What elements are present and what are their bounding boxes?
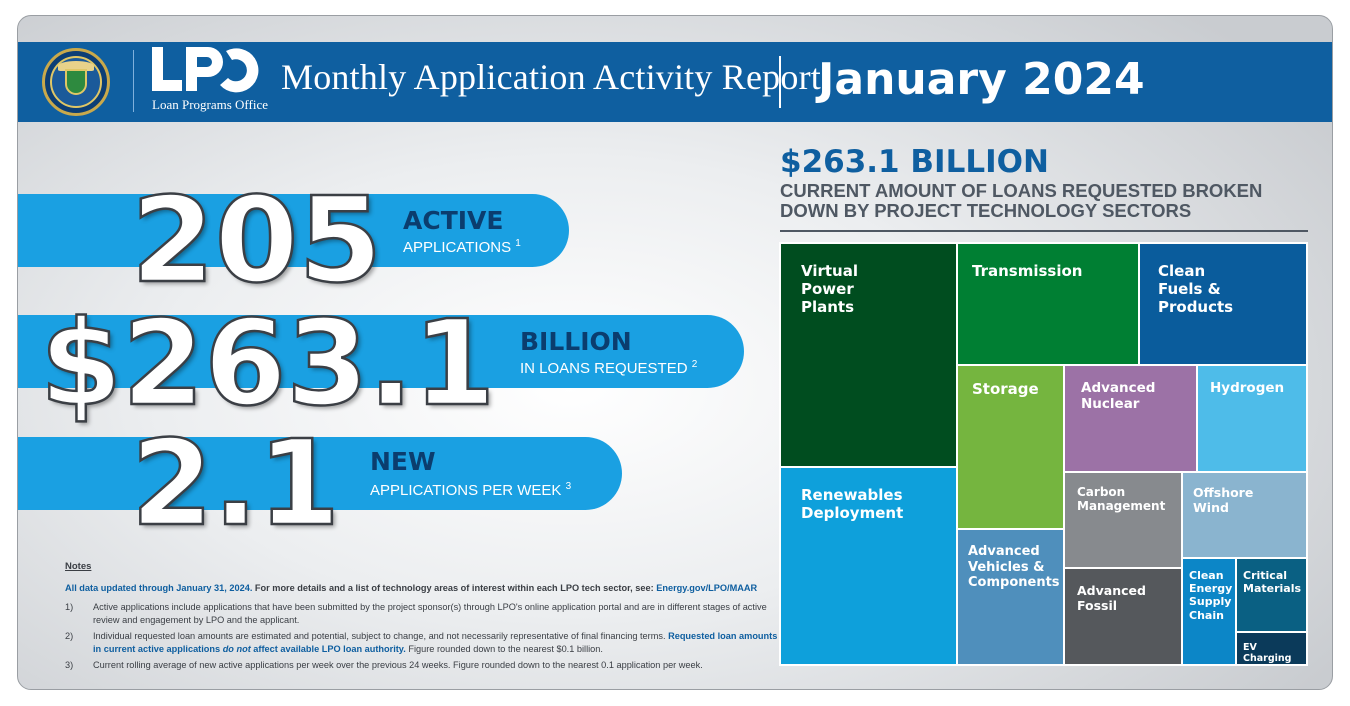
stat-number-active: 205 [130,170,384,311]
treemap-label-advanced-vehicles-and-components: Advanced Vehicles & Components [968,544,1060,591]
treemap-tile-renewables-deployment [781,468,956,664]
treemap-tile-storage [958,366,1063,528]
treemap-tile-carbon-management [1065,473,1181,567]
treemap-label-renewables-deployment: Renewables Deployment [801,486,904,522]
stat-sub-new: APPLICATIONS PER WEEK 3 [370,481,572,499]
stat-headline-new: NEW [370,447,436,476]
lpo-logo [152,47,259,93]
treemap-tile-offshore-wind [1183,473,1306,557]
stat-sub-billion: IN LOANS REQUESTED 2 [520,359,698,377]
treemap-tile-hydrogen [1198,366,1306,471]
treemap-chart: Virtual Power Plants Renewables Deploymen… [779,242,1308,666]
treemap-tile-ev-charging [1237,633,1306,664]
report-date: January 2024 [818,54,1145,105]
note-item: 3) Current rolling average of new active… [65,659,703,670]
stat-number-new: 2.1 [130,413,342,554]
treemap-label-transmission: Transmission [972,262,1083,280]
treemap-label-clean-energy-supply-chain: Clean Energy Supply Chain [1189,569,1233,622]
treemap-title: $263.1 BILLION [780,144,1049,180]
treemap-tile-critical-materials [1237,559,1306,631]
note-item: 1) Active applications include applicati… [65,602,767,625]
treemap-label-critical-materials: Critical Materials [1243,569,1302,596]
treemap-rule [780,230,1308,232]
footnote-marker: 3 [565,481,572,492]
treemap-tile-clean-energy-supply-chain [1183,559,1235,664]
notes-intro: All data updated through January 31, 202… [65,582,758,593]
treemap-tile-advanced-nuclear [1065,366,1196,471]
notes-heading: Notes [65,561,92,572]
stat-pill-new [18,437,622,510]
treemap-tile-clean-fuels-and-products [1140,244,1306,364]
treemap-tile-advanced-vehicles-and-components [958,530,1063,664]
treemap-tile-advanced-fossil [1065,569,1181,664]
stat-headline-billion: BILLION [520,327,632,356]
footnote-marker: 1 [515,238,521,249]
maar-link[interactable]: Energy.gov/LPO/MAAR [656,582,758,593]
treemap-label-clean-fuels-and-products: Clean Fuels & Products [1158,262,1234,316]
report-title: Monthly Application Activity Report [281,57,821,97]
treemap-subtitle: CURRENT AMOUNT OF LOANS REQUESTED BROKEN… [780,180,1263,222]
treemap-label-ev-charging: EV Charging [1243,642,1292,665]
stat-sub-active: APPLICATIONS 1 [403,238,521,256]
stat-pill-billion [18,315,744,388]
treemap-label-advanced-fossil: Advanced Fossil [1077,583,1146,613]
treemap-tile-virtual-power-plants [781,244,956,466]
banner-divider [133,50,134,112]
lpo-subtitle: Loan Programs Office [152,97,269,112]
treemap-label-offshore-wind: Offshore Wind [1193,485,1254,515]
stat-number-billion: $263.1 [39,293,497,434]
treemap-tile-transmission [958,244,1138,364]
treemap-svg [781,244,1306,664]
treemap-label-carbon-management: Carbon Management [1077,485,1166,514]
doe-seal-icon [42,48,110,116]
note-item: 2) Individual requested loan amounts are… [65,631,778,654]
treemap-label-advanced-nuclear: Advanced Nuclear [1081,380,1156,413]
header-banner: Loan Programs Office Monthly Application… [18,42,1332,122]
report-card: Loan Programs Office Monthly Application… [17,15,1333,690]
footnote-marker: 2 [691,359,698,370]
stat-pill-active [18,194,569,267]
notes-section: Notes All data updated through January 3… [65,561,780,675]
title-divider [779,56,781,108]
treemap-label-hydrogen: Hydrogen [1210,380,1285,396]
treemap-label-storage: Storage [972,380,1039,398]
stat-headline-active: ACTIVE [403,206,504,235]
treemap-label-virtual-power-plants: Virtual Power Plants [801,262,858,316]
